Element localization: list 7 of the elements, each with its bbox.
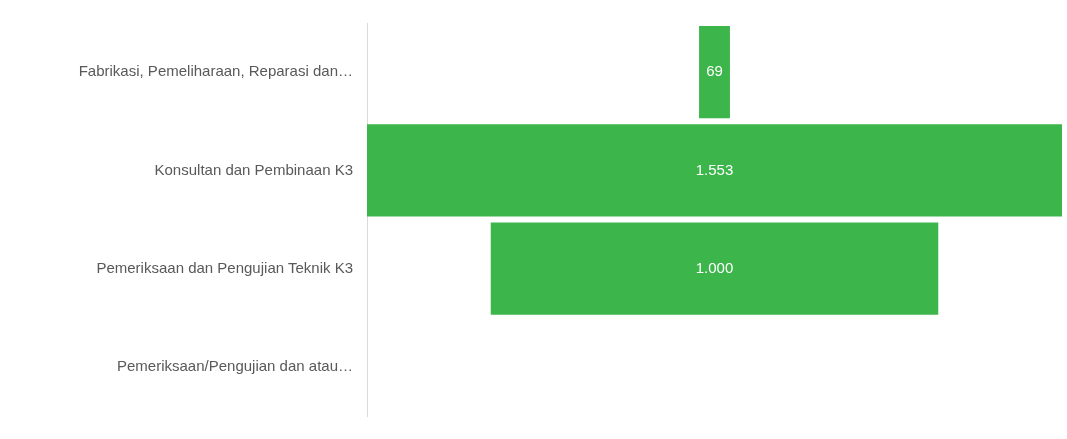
data-label: 69 bbox=[706, 62, 723, 80]
data-label: 1.553 bbox=[695, 160, 734, 178]
category-label: Pemeriksaan/Pengujian dan atau… bbox=[117, 357, 353, 375]
category-label: Fabrikasi, Pemeliharaan, Reparasi dan… bbox=[78, 62, 353, 80]
data-label: 1.000 bbox=[695, 258, 734, 276]
category-label: Pemeriksaan dan Pengujian Teknik K3 bbox=[96, 258, 353, 276]
category-label: Konsultan dan Pembinaan K3 bbox=[154, 160, 353, 178]
